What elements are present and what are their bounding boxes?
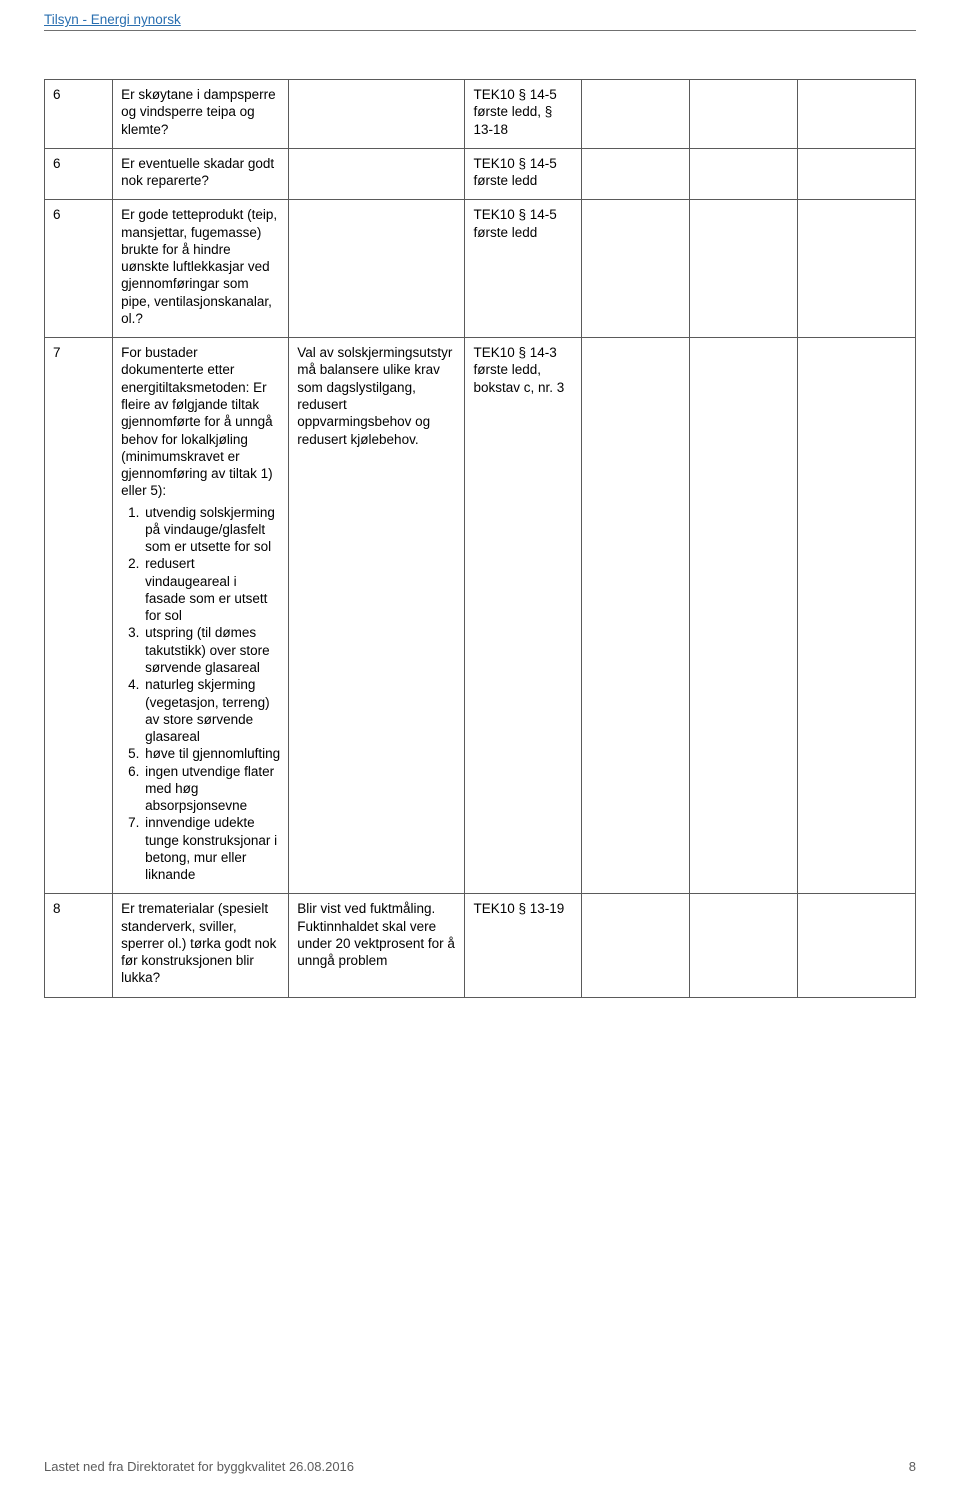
cell-empty xyxy=(581,148,689,200)
cell-note xyxy=(289,200,465,338)
cell-empty xyxy=(581,200,689,338)
table-row: 6 Er eventuelle skadar godt nok reparert… xyxy=(45,148,916,200)
list-item-text: redusert vindaugeareal i fasade som er u… xyxy=(145,556,267,623)
cell-empty xyxy=(689,148,797,200)
table-row: 6 Er gode tetteprodukt (teip, mansjettar… xyxy=(45,200,916,338)
cell-empty xyxy=(689,894,797,997)
list-item-text: ingen utvendige flater med høg absorpsjo… xyxy=(145,764,274,814)
header-divider xyxy=(44,30,916,31)
list-item-text: innvendige udekte tunge konstruksjonar i… xyxy=(145,815,277,882)
cell-empty xyxy=(797,200,915,338)
table-row: 6 Er skøytane i dampsperre og vindsperre… xyxy=(45,80,916,149)
question-list: utvendig solskjerming på vindauge/glasfe… xyxy=(121,504,280,884)
list-item: ingen utvendige flater med høg absorpsjo… xyxy=(143,763,280,815)
list-item-text: utspring (til dømes takutstikk) over sto… xyxy=(145,625,270,675)
list-item: høve til gjennomlufting xyxy=(143,745,280,762)
list-item: redusert vindaugeareal i fasade som er u… xyxy=(143,555,280,624)
cell-note xyxy=(289,80,465,149)
cell-empty xyxy=(797,338,915,894)
list-item: utspring (til dømes takutstikk) over sto… xyxy=(143,624,280,676)
question-text: For bustader dokumenterte etter energiti… xyxy=(121,345,273,498)
page-footer: Lastet ned fra Direktoratet for byggkval… xyxy=(44,1459,916,1474)
list-item: utvendig solskjerming på vindauge/glasfe… xyxy=(143,504,280,556)
cell-question: Er eventuelle skadar godt nok reparerte? xyxy=(113,148,289,200)
header-link[interactable]: Tilsyn - Energi nynorsk xyxy=(44,12,181,27)
question-text: Er gode tetteprodukt (teip, mansjettar, … xyxy=(121,207,277,326)
cell-number: 8 xyxy=(45,894,113,997)
cell-ref: TEK10 § 14-5 første ledd xyxy=(465,200,581,338)
cell-empty xyxy=(797,148,915,200)
cell-empty xyxy=(797,80,915,149)
cell-number: 6 xyxy=(45,148,113,200)
question-text: Er skøytane i dampsperre og vindsperre t… xyxy=(121,87,276,137)
cell-empty xyxy=(689,338,797,894)
cell-note xyxy=(289,148,465,200)
cell-number: 7 xyxy=(45,338,113,894)
footer-page-number: 8 xyxy=(909,1459,916,1474)
cell-ref: TEK10 § 14-5 første ledd xyxy=(465,148,581,200)
table-row: 7 For bustader dokumenterte etter energi… xyxy=(45,338,916,894)
cell-number: 6 xyxy=(45,200,113,338)
cell-empty xyxy=(689,80,797,149)
cell-question: Er trematerialar (spesielt standerverk, … xyxy=(113,894,289,997)
table-row: 8 Er trematerialar (spesielt standerverk… xyxy=(45,894,916,997)
list-item: naturleg skjerming (vegetasjon, terreng)… xyxy=(143,676,280,745)
cell-empty xyxy=(581,894,689,997)
cell-empty xyxy=(689,200,797,338)
cell-empty xyxy=(797,894,915,997)
list-item-text: naturleg skjerming (vegetasjon, terreng)… xyxy=(145,677,270,744)
cell-note: Val av solskjermingsutstyr må balansere … xyxy=(289,338,465,894)
footer-left-text: Lastet ned fra Direktoratet for byggkval… xyxy=(44,1459,354,1474)
cell-number: 6 xyxy=(45,80,113,149)
cell-question: Er gode tetteprodukt (teip, mansjettar, … xyxy=(113,200,289,338)
list-item-text: utvendig solskjerming på vindauge/glasfe… xyxy=(145,505,275,555)
list-item-text: høve til gjennomlufting xyxy=(145,746,280,761)
checklist-table: 6 Er skøytane i dampsperre og vindsperre… xyxy=(44,79,916,998)
cell-question: For bustader dokumenterte etter energiti… xyxy=(113,338,289,894)
cell-ref: TEK10 § 14-5 første ledd, § 13-18 xyxy=(465,80,581,149)
list-item: innvendige udekte tunge konstruksjonar i… xyxy=(143,814,280,883)
question-text: Er eventuelle skadar godt nok reparerte? xyxy=(121,156,274,188)
cell-question: Er skøytane i dampsperre og vindsperre t… xyxy=(113,80,289,149)
cell-ref: TEK10 § 14-3 første ledd, bokstav c, nr.… xyxy=(465,338,581,894)
cell-empty xyxy=(581,80,689,149)
cell-empty xyxy=(581,338,689,894)
question-text: Er trematerialar (spesielt standerverk, … xyxy=(121,901,276,985)
spacer xyxy=(44,51,916,79)
cell-note: Blir vist ved fuktmåling. Fuktinnhaldet … xyxy=(289,894,465,997)
cell-ref: TEK10 § 13-19 xyxy=(465,894,581,997)
page-container: Tilsyn - Energi nynorsk 6 Er skøytane i … xyxy=(0,0,960,1486)
